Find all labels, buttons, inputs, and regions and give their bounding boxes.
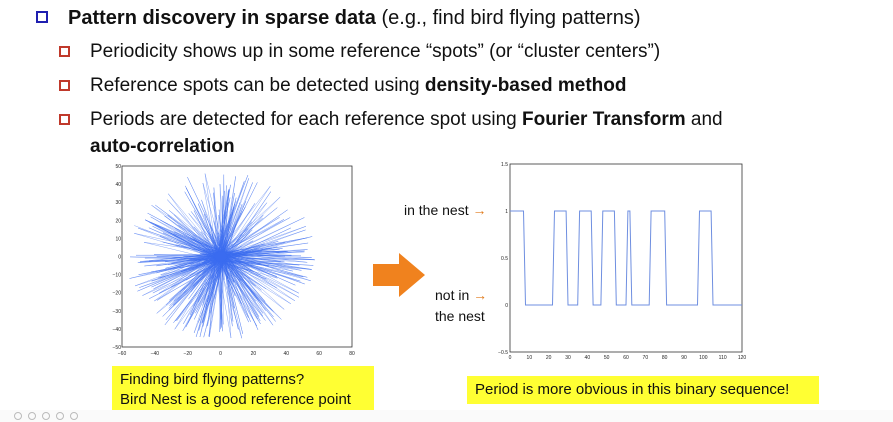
left-x-tick-label: −20	[183, 351, 192, 357]
not-in-nest-pointer-icon: →	[473, 287, 488, 303]
nest-cluster	[214, 251, 227, 262]
in-nest-label: in the nest →	[404, 202, 487, 218]
sub-bullet-2-icon	[59, 80, 70, 91]
sub-bullet-3-icon	[59, 114, 70, 125]
in-nest-text: in the nest	[404, 202, 469, 218]
not-in-nest-line1: not in	[435, 287, 470, 303]
left-x-tick-label: 20	[251, 351, 257, 357]
left-y-tick-label: −40	[113, 327, 122, 333]
prev-slide-icon[interactable]	[14, 412, 22, 420]
right-plot-frame	[509, 163, 743, 353]
arrow-shape	[373, 253, 425, 297]
left-caption: Finding bird flying patterns? Bird Nest …	[112, 366, 374, 414]
left-x-tick-label: 40	[284, 351, 290, 357]
right-x-tick-label: 40	[585, 355, 591, 360]
left-x-tick-label: 60	[316, 351, 322, 357]
binary-sequence-plot: 1.510.50−0.5 0 10 20 30 40 50 60 70 80 90 100 110 12…	[498, 162, 747, 360]
bird-trajectory-plot: 50 40 30 20 10 0 −10 −20 −30 −40 −50 −60 −40 −20 0 20 4…	[113, 164, 355, 357]
sub-bullet-2-bold: density-based method	[424, 75, 627, 96]
main-bullet-icon	[36, 11, 48, 23]
sub-bullet-3-tail: and	[685, 109, 723, 130]
sub-bullet-2-plain: Reference spots can be detected using	[90, 75, 425, 96]
left-x-tick-label: 80	[349, 351, 355, 357]
left-y-tick-label: 30	[115, 200, 121, 206]
slides-icon[interactable]	[56, 412, 64, 420]
right-x-tick-label: 90	[681, 355, 687, 360]
trajectory-line	[129, 173, 316, 339]
pen-icon[interactable]	[42, 412, 50, 420]
binary-sequence-line	[510, 210, 742, 306]
zoom-icon[interactable]	[70, 412, 78, 420]
right-x-tick-label: 110	[719, 355, 727, 360]
right-x-tick-label: 10	[527, 355, 533, 360]
left-x-tick-label: 0	[219, 351, 222, 357]
right-x-tick-label: 20	[546, 355, 552, 360]
right-y-tick-label: 1	[505, 209, 508, 215]
right-caption: Period is more obvious in this binary se…	[467, 376, 819, 404]
right-y-tick-label: 0	[505, 303, 508, 309]
left-y-tick-label: −50	[113, 345, 122, 351]
presentation-toolbar	[0, 410, 893, 422]
right-y-tick-label: −0.5	[498, 350, 508, 356]
left-y-tick-label: 40	[115, 182, 121, 188]
left-caption-line1: Finding bird flying patterns?	[120, 371, 305, 388]
main-bullet-text: Pattern discovery in sparse data (e.g., …	[68, 6, 641, 30]
sub-bullet-1-icon	[59, 46, 70, 57]
right-x-tick-label: 70	[643, 355, 649, 360]
left-y-tick-label: 10	[115, 236, 121, 242]
main-bullet-rest: (e.g., find bird flying patterns)	[375, 7, 641, 29]
right-x-tick-label: 30	[565, 355, 571, 360]
right-arrow-icon	[373, 253, 425, 297]
sub-bullet-2-text: Reference spots can be detected using de…	[90, 74, 627, 98]
sub-bullet-3-line2: auto-correlation	[90, 136, 235, 157]
left-y-tick-label: 0	[118, 255, 121, 261]
sub-bullet-3-line1: Periods are detected for each reference …	[90, 108, 723, 132]
not-in-nest-line2: the nest	[435, 308, 485, 324]
right-x-tick-label: 120	[738, 355, 747, 360]
right-x-tick-label: 80	[662, 355, 668, 360]
sub-bullet-3-plain: Periods are detected for each reference …	[90, 109, 522, 130]
left-caption-line2: Bird Nest is a good reference point	[120, 391, 351, 408]
right-x-tick-label: 100	[699, 355, 708, 360]
left-y-tick-label: −30	[113, 309, 122, 315]
right-x-tick-label: 50	[604, 355, 610, 360]
sub-bullet-3-bold: Fourier Transform	[521, 109, 686, 130]
right-x-tick-label: 60	[623, 355, 629, 360]
left-y-tick-label: −20	[113, 291, 122, 297]
sub-bullet-1-text: Periodicity shows up in some reference “…	[90, 41, 661, 62]
left-y-tick-label: 20	[115, 218, 121, 224]
right-y-tick-label: 0.5	[501, 256, 508, 262]
left-x-tick-label: −60	[118, 351, 127, 357]
right-x-tick-label: 0	[509, 355, 512, 360]
left-y-tick-label: 50	[115, 164, 121, 170]
next-slide-icon[interactable]	[28, 412, 36, 420]
in-nest-pointer-icon: →	[472, 202, 487, 218]
left-x-tick-label: −40	[151, 351, 160, 357]
not-in-nest-label: not in → the nest	[435, 285, 487, 327]
right-y-tick-label: 1.5	[501, 162, 508, 168]
left-y-tick-label: −10	[113, 273, 122, 279]
main-bullet-bold: Pattern discovery in sparse data	[68, 7, 376, 29]
